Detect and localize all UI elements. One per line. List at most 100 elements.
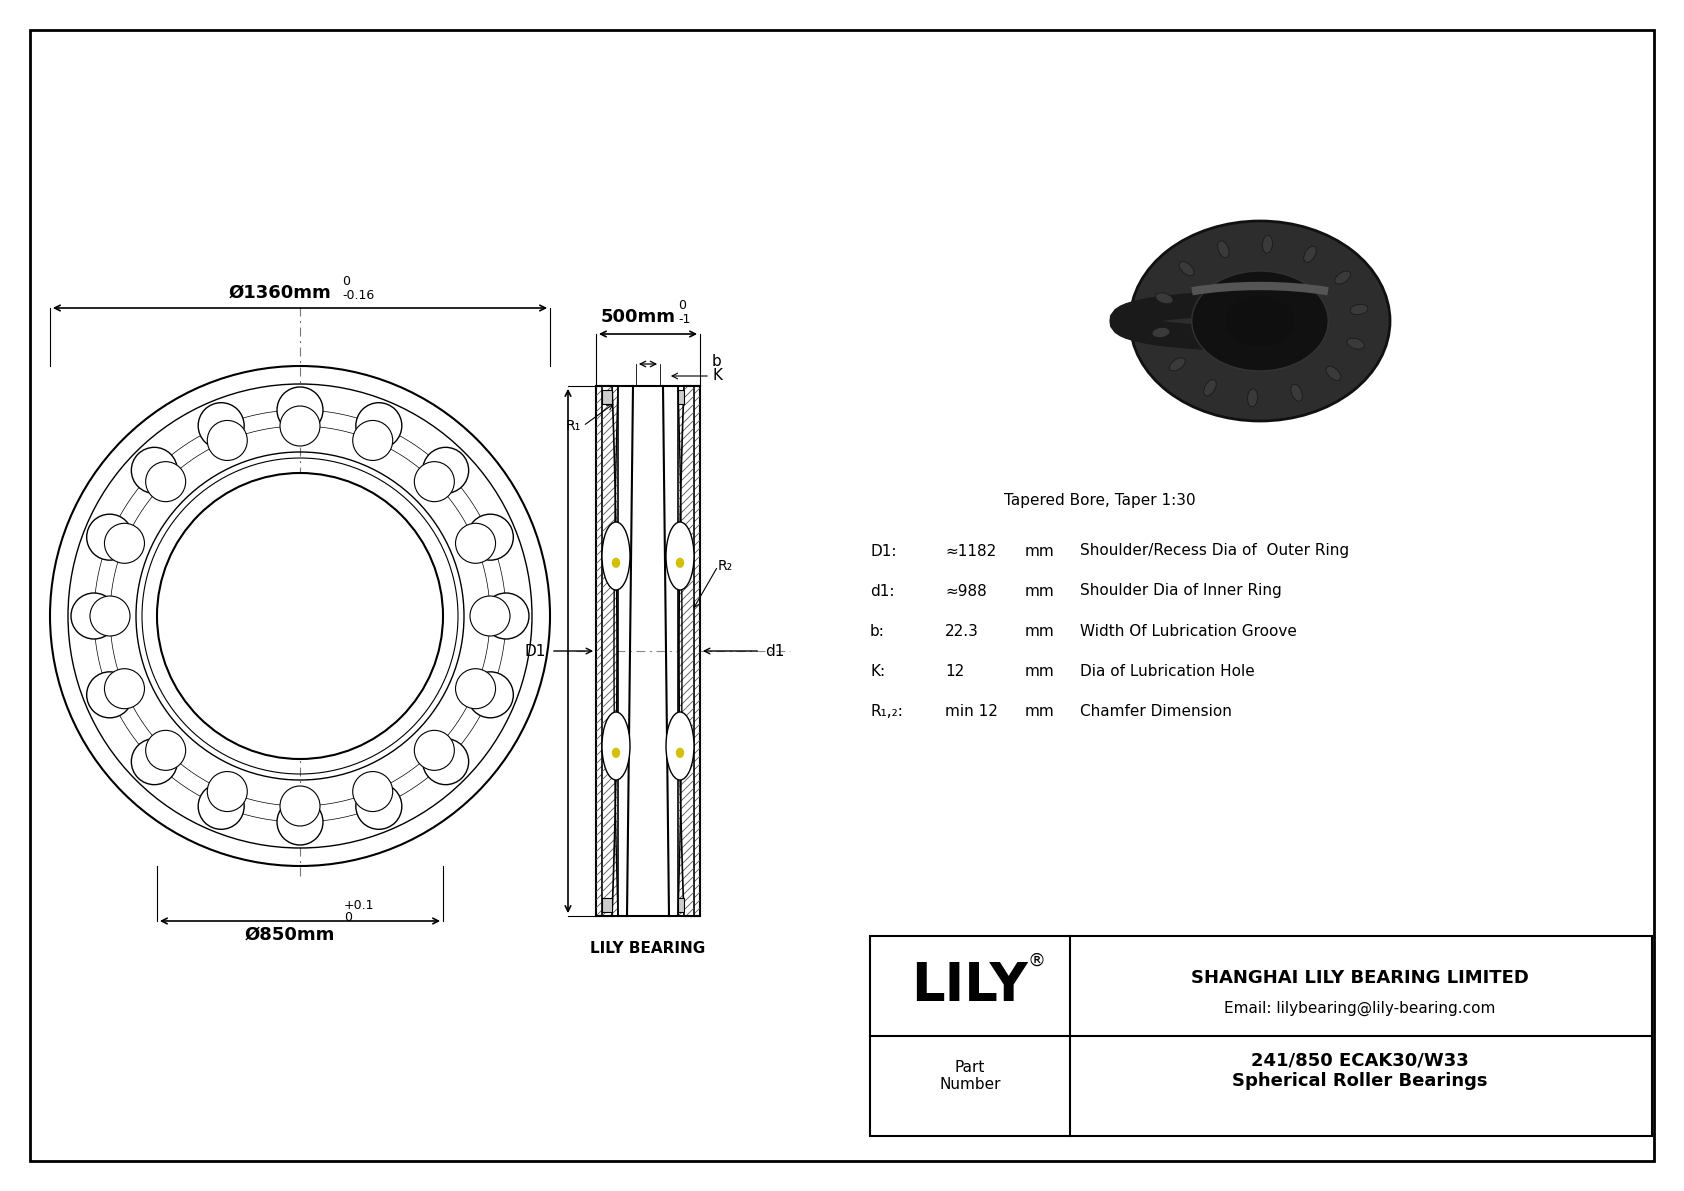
Circle shape: [145, 462, 185, 501]
Bar: [601, 389, 611, 404]
Text: 500mm: 500mm: [601, 308, 675, 326]
Text: Dia of Lubrication Hole: Dia of Lubrication Hole: [1079, 663, 1255, 679]
Circle shape: [280, 786, 320, 827]
Circle shape: [352, 420, 392, 461]
Ellipse shape: [601, 522, 630, 590]
Text: Shoulder/Recess Dia of  Outer Ring: Shoulder/Recess Dia of Outer Ring: [1079, 543, 1349, 559]
Ellipse shape: [1325, 366, 1340, 380]
Text: Width Of Lubrication Groove: Width Of Lubrication Groove: [1079, 624, 1297, 638]
Ellipse shape: [1155, 293, 1174, 304]
Circle shape: [104, 523, 145, 563]
Text: mm: mm: [1026, 663, 1054, 679]
Bar: [679, 898, 684, 912]
Bar: [684, 386, 701, 916]
Text: +0.1: +0.1: [344, 899, 374, 912]
Circle shape: [352, 772, 392, 811]
Circle shape: [207, 420, 248, 461]
Circle shape: [89, 596, 130, 636]
Ellipse shape: [1169, 357, 1186, 370]
Text: K:: K:: [871, 663, 886, 679]
Circle shape: [276, 387, 323, 434]
Circle shape: [199, 403, 244, 449]
Text: mm: mm: [1026, 543, 1054, 559]
Circle shape: [468, 672, 514, 718]
Text: ≈988: ≈988: [945, 584, 987, 599]
Ellipse shape: [1335, 272, 1351, 285]
Ellipse shape: [1204, 380, 1216, 395]
Ellipse shape: [665, 712, 694, 780]
Circle shape: [145, 730, 185, 771]
Text: R₁,₂:: R₁,₂:: [871, 704, 903, 718]
Circle shape: [414, 462, 455, 501]
Circle shape: [355, 403, 402, 449]
Text: Part
Number: Part Number: [940, 1060, 1000, 1092]
Circle shape: [131, 738, 177, 785]
Ellipse shape: [1347, 338, 1364, 349]
Text: 0: 0: [344, 911, 352, 924]
Text: 12: 12: [945, 663, 965, 679]
Ellipse shape: [675, 748, 684, 757]
Text: 0: 0: [342, 275, 350, 288]
Text: min 12: min 12: [945, 704, 999, 718]
Text: ®: ®: [1027, 952, 1046, 969]
Text: Chamfer Dimension: Chamfer Dimension: [1079, 704, 1233, 718]
Circle shape: [423, 448, 468, 493]
Ellipse shape: [675, 557, 684, 568]
Circle shape: [86, 515, 133, 560]
Ellipse shape: [1248, 388, 1258, 407]
Circle shape: [456, 523, 495, 563]
Text: R₂: R₂: [717, 559, 733, 573]
Circle shape: [51, 366, 551, 866]
Bar: [679, 386, 694, 916]
Text: D1: D1: [525, 643, 546, 659]
Ellipse shape: [1226, 297, 1293, 347]
Text: mm: mm: [1026, 584, 1054, 599]
Text: Ø850mm: Ø850mm: [244, 925, 335, 944]
Circle shape: [483, 593, 529, 640]
Text: Ø1360mm: Ø1360mm: [229, 283, 332, 303]
Bar: [601, 898, 611, 912]
Text: Tapered Bore, Taper 1:30: Tapered Bore, Taper 1:30: [1004, 493, 1196, 509]
Bar: [871, 936, 1652, 1136]
Ellipse shape: [611, 557, 620, 568]
Circle shape: [470, 596, 510, 636]
Text: b:: b:: [871, 624, 884, 638]
Circle shape: [456, 668, 495, 709]
Ellipse shape: [1179, 262, 1194, 276]
Bar: [601, 386, 618, 916]
Text: Email: lilybearing@lily-bearing.com: Email: lilybearing@lily-bearing.com: [1224, 1000, 1495, 1016]
Circle shape: [207, 772, 248, 811]
Circle shape: [468, 515, 514, 560]
Circle shape: [131, 448, 177, 493]
Text: b: b: [712, 355, 722, 369]
Bar: [679, 389, 684, 404]
Text: d1: d1: [765, 643, 785, 659]
Ellipse shape: [611, 748, 620, 757]
Circle shape: [414, 730, 455, 771]
Text: LILY BEARING: LILY BEARING: [591, 941, 706, 956]
Ellipse shape: [1130, 222, 1389, 420]
Ellipse shape: [1303, 247, 1317, 262]
Circle shape: [423, 738, 468, 785]
Text: mm: mm: [1026, 624, 1054, 638]
Circle shape: [86, 672, 133, 718]
Text: 22.3: 22.3: [945, 624, 978, 638]
Text: mm: mm: [1026, 704, 1054, 718]
Text: -1: -1: [679, 313, 690, 326]
Text: -0.16: -0.16: [342, 289, 374, 303]
Ellipse shape: [1263, 236, 1273, 254]
Circle shape: [280, 406, 320, 445]
Ellipse shape: [1351, 305, 1367, 314]
Text: D1:: D1:: [871, 543, 896, 559]
Ellipse shape: [601, 712, 630, 780]
Circle shape: [157, 473, 443, 759]
Text: R₁: R₁: [566, 419, 581, 434]
Circle shape: [276, 799, 323, 844]
Circle shape: [104, 668, 145, 709]
Text: LILY: LILY: [911, 960, 1029, 1012]
Text: d1:: d1:: [871, 584, 894, 599]
Circle shape: [199, 784, 244, 829]
Circle shape: [71, 593, 116, 640]
Text: SHANGHAI LILY BEARING LIMITED: SHANGHAI LILY BEARING LIMITED: [1191, 969, 1529, 987]
Circle shape: [355, 784, 402, 829]
